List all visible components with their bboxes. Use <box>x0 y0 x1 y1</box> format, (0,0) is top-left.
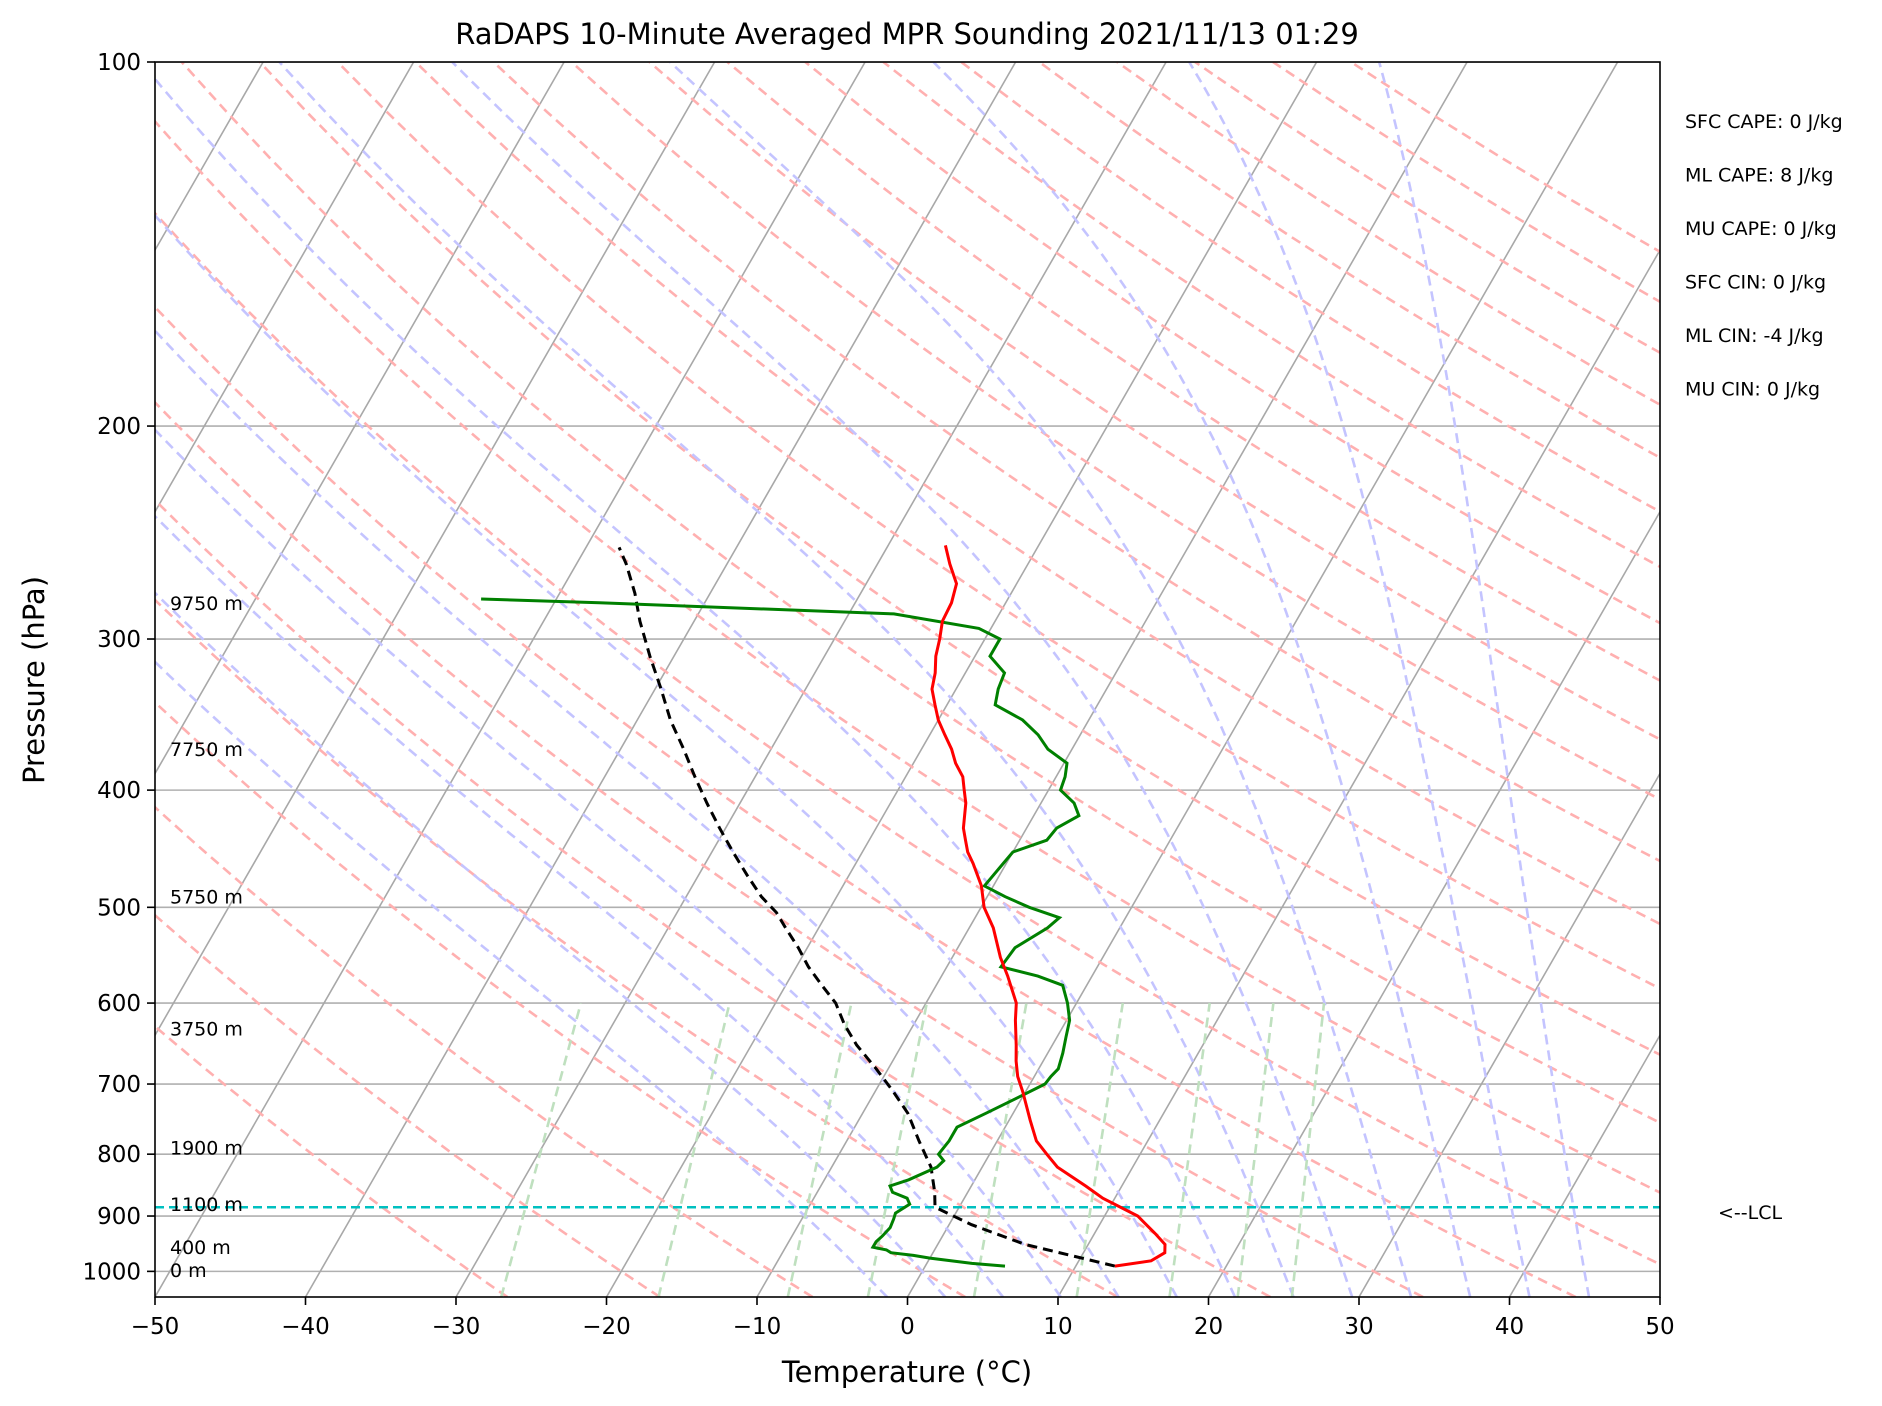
y-tick-label: 900 <box>97 1204 141 1230</box>
dewpoint-line <box>481 597 1081 1268</box>
dry-adiabat <box>258 62 1660 1057</box>
x-tick-label: −10 <box>733 1314 782 1340</box>
isotherm--80 <box>155 62 415 514</box>
mixing-ratio-line <box>1290 1002 1326 1297</box>
moist-adiabat <box>278 62 1295 1297</box>
x-tick-label: −50 <box>131 1314 180 1340</box>
y-tick-label: 1000 <box>82 1259 141 1285</box>
x-axis-ticks: −50 −40 −30 −20 −10 0 10 20 30 40 50 <box>131 1297 1675 1340</box>
x-tick-label: 50 <box>1645 1314 1674 1340</box>
isotherm--40 <box>304 62 1017 1297</box>
dry-adiabat <box>155 400 1424 1297</box>
isotherm-10 <box>1057 248 1660 1297</box>
x-tick-label: −40 <box>281 1314 330 1340</box>
isotherm-40 <box>1508 1033 1660 1297</box>
height-label: 7750 m <box>170 739 243 761</box>
height-label: 5750 m <box>170 887 243 909</box>
y-tick-label: 600 <box>97 991 141 1017</box>
mixing-ratio-line <box>786 1002 853 1297</box>
dry-adiabat <box>155 1024 509 1297</box>
dry-adiabat <box>155 913 661 1297</box>
mixing-ratio-line <box>657 1002 731 1297</box>
dry-adiabat <box>414 62 1660 926</box>
x-tick-label: −20 <box>582 1314 631 1340</box>
isotherm--10 <box>756 62 1468 1297</box>
y-tick-label: 700 <box>97 1072 141 1098</box>
dry-adiabat <box>155 498 1272 1297</box>
y-tick-label: 500 <box>97 895 141 921</box>
dry-adiabat <box>155 700 966 1297</box>
x-tick-label: 40 <box>1495 1314 1524 1340</box>
stability-indices: SFC CAPE: 0 J/kg ML CAPE: 8 J/kg MU CAPE: … <box>1685 111 1843 401</box>
chart-title: RaDAPS 10-Minute Averaged MPR Sounding 2… <box>455 17 1359 51</box>
y-tick-label: 800 <box>97 1142 141 1168</box>
x-tick-label: 30 <box>1344 1314 1373 1340</box>
height-label: 3750 m <box>170 1019 243 1041</box>
stability-index: SFC CAPE: 0 J/kg <box>1685 111 1843 133</box>
mixing-ratio-line <box>1236 1002 1275 1297</box>
mixing-ratio-line <box>972 1002 1028 1297</box>
isotherm-lines <box>155 62 1660 1297</box>
dry-adiabat <box>155 211 1660 1266</box>
y-tick-label: 200 <box>97 414 141 440</box>
dry-adiabat <box>726 62 1660 683</box>
moist-adiabat <box>155 328 1120 1297</box>
y-tick-label: 400 <box>97 778 141 804</box>
isotherm-0 <box>906 62 1619 1297</box>
stability-index: ML CIN: -4 J/kg <box>1685 325 1824 347</box>
moist-adiabat <box>155 428 1062 1297</box>
height-label: 0 m <box>170 1260 207 1282</box>
isotherm--50 <box>155 62 866 1297</box>
stability-index: SFC CIN: 0 J/kg <box>1685 272 1826 294</box>
height-label: 9750 m <box>170 593 243 615</box>
dry-adiabat <box>336 62 1660 990</box>
stability-index: MU CIN: 0 J/kg <box>1685 379 1820 401</box>
moist-adiabat <box>155 77 1237 1297</box>
sounding-profiles <box>155 545 1660 1268</box>
isotherm--20 <box>605 62 1318 1297</box>
dry-adiabat <box>155 805 814 1297</box>
mixing-ratio-line <box>499 1002 583 1297</box>
mixing-ratio-lines <box>499 1002 1326 1297</box>
moist-adiabat <box>155 213 1178 1297</box>
moist-adiabat <box>1377 62 1591 1297</box>
x-tick-label: 10 <box>1043 1314 1072 1340</box>
isotherm--70 <box>155 62 565 776</box>
dry-adiabat <box>155 598 1119 1297</box>
height-labels: 9750 m 7750 m 5750 m 3750 m 1900 m 1100 m 400 … <box>170 593 243 1282</box>
x-tick-label: −30 <box>432 1314 481 1340</box>
dry-adiabat <box>882 62 1660 569</box>
height-label: 400 m <box>170 1237 231 1259</box>
temperature-line <box>930 545 1167 1268</box>
y-tick-label: 300 <box>97 627 141 653</box>
moist-adiabat <box>155 591 947 1297</box>
isotherm--60 <box>155 62 716 1037</box>
y-tick-label: 100 <box>97 50 141 76</box>
moist-adiabat <box>669 62 1413 1297</box>
height-label: 1900 m <box>170 1138 243 1160</box>
moist-adiabat <box>1188 62 1531 1297</box>
height-label: 1100 m <box>170 1194 243 1216</box>
stability-index: MU CAPE: 0 J/kg <box>1685 218 1837 240</box>
moist-adiabat <box>451 62 1354 1297</box>
moist-adiabat <box>155 514 1005 1297</box>
mixing-ratio-line <box>1168 1002 1211 1297</box>
x-axis-label: Temperature (°C) <box>781 1355 1032 1389</box>
x-tick-label: 20 <box>1194 1314 1223 1340</box>
moist-adiabat <box>155 660 889 1297</box>
parcel-path-line <box>617 546 1116 1268</box>
dry-adiabat <box>804 62 1660 625</box>
mixing-ratio-line <box>1075 1002 1125 1297</box>
lcl-label: <--LCL <box>1718 1202 1782 1224</box>
reference-lines <box>155 62 1660 1297</box>
isotherm-30 <box>1358 771 1660 1297</box>
stability-index: ML CAPE: 8 J/kg <box>1685 165 1833 187</box>
isotherm--30 <box>455 62 1167 1297</box>
x-tick-label: 0 <box>900 1314 915 1340</box>
y-axis-ticks: 100 200 300 400 500 600 700 800 900 1000 <box>82 50 155 1285</box>
y-axis-label: Pressure (hPa) <box>17 576 51 784</box>
moist-adiabat-lines <box>155 62 1591 1297</box>
